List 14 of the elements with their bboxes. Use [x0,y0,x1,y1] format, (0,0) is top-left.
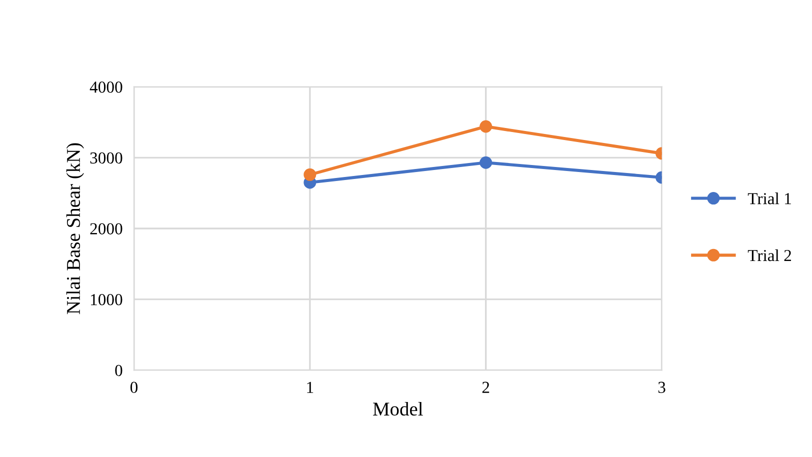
x-tick-label: 3 [658,382,666,394]
legend-label: Trial 2 [748,249,791,262]
legend-label: Trial 1 [748,192,791,204]
point [304,168,316,181]
y-tick-label: 2000 [90,223,122,234]
x-tick-label: 0 [130,382,138,394]
y-tick-label: 0 [115,364,122,376]
y-tick-label: 3000 [90,152,122,164]
y-tick-label: 1000 [91,294,122,306]
x-axis-title: Model [373,402,423,416]
x-tick-label: 2 [482,382,490,393]
y-tick-label: 4000 [90,82,122,93]
x-tick-label: 1 [307,382,314,393]
y-axis-title: Nilai Base Shear (kN) [66,143,84,314]
